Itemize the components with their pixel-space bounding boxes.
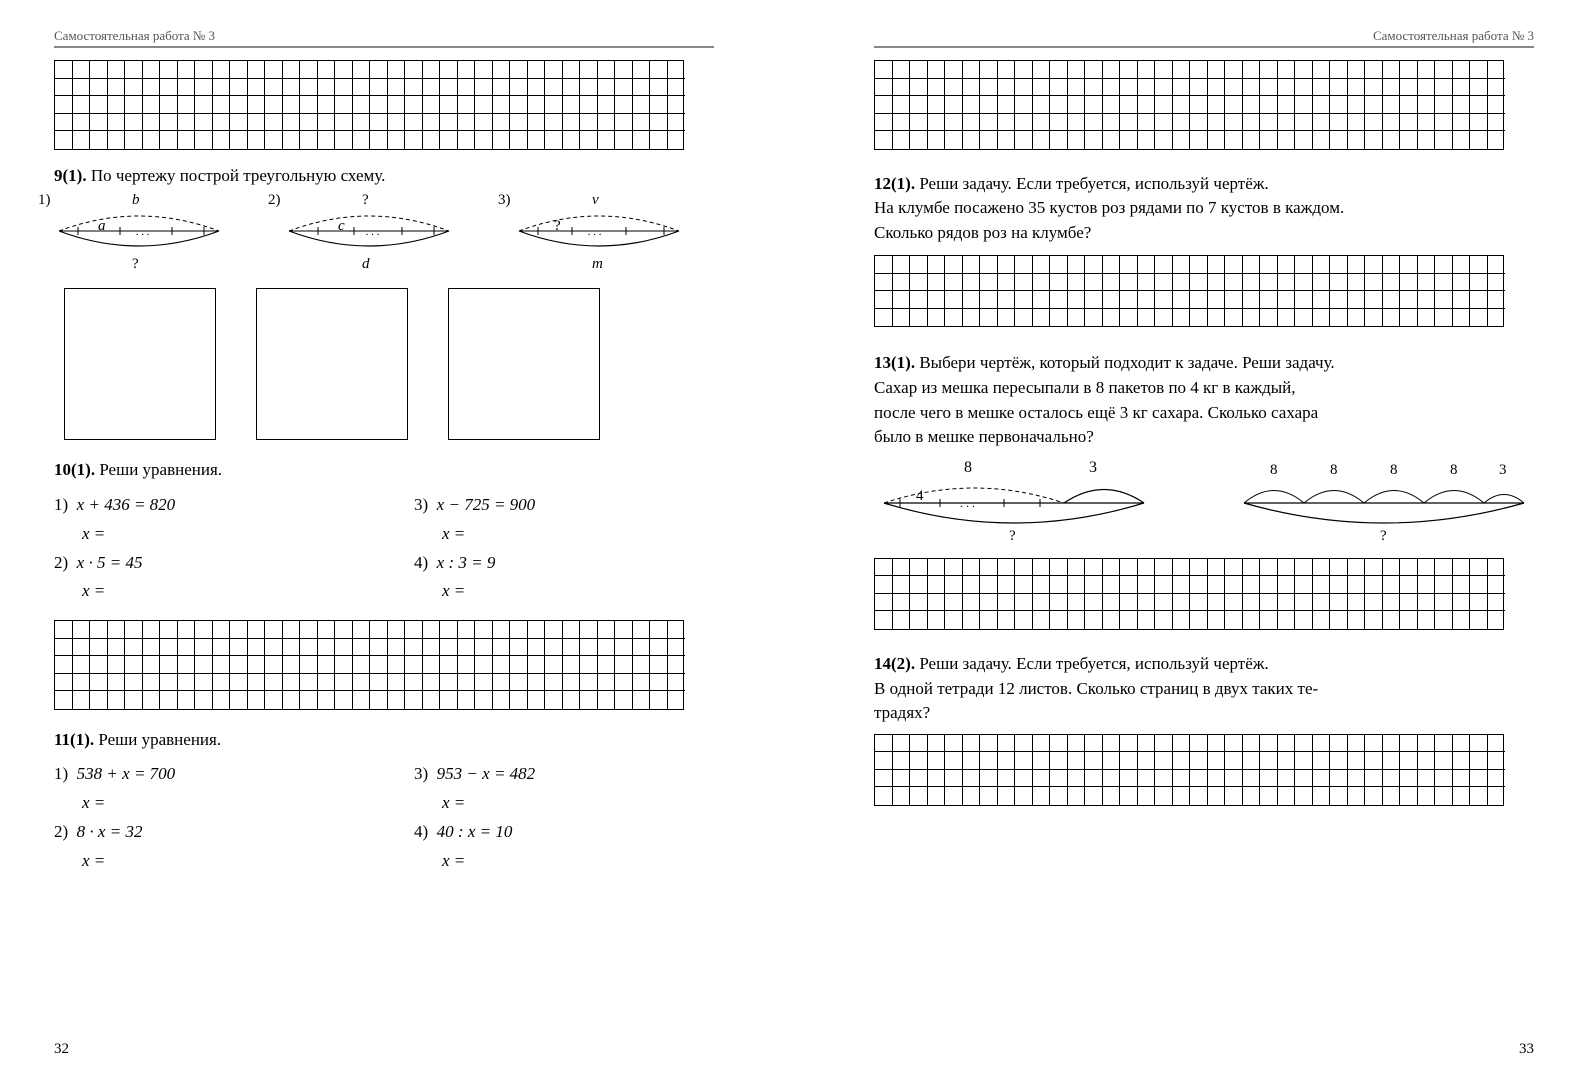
svg-text:3: 3 (1499, 462, 1507, 478)
equation: x − 725 = 900 (437, 495, 536, 514)
task-9: 9(1). По чертежу построй треугольную схе… (54, 164, 714, 189)
task-num: 12(1). (874, 174, 915, 193)
eq-num: 2) (54, 822, 68, 841)
equation: 538 + x = 700 (77, 764, 176, 783)
answer-line: x = (82, 577, 274, 606)
header-right: Самостоятельная работа № 3 (874, 28, 1534, 48)
page-right: Самостоятельная работа № 3 12(1). Реши з… (794, 0, 1588, 1080)
answer-line: x = (442, 847, 634, 876)
page-number: 33 (1519, 1041, 1534, 1058)
answer-line: x = (442, 789, 634, 818)
answer-line: x = (82, 789, 274, 818)
task-12: 12(1). Реши задачу. Если требуется, испо… (874, 172, 1534, 246)
eq-num: 1) (54, 764, 68, 783)
answer-boxes (64, 288, 714, 440)
lbl: 8 (964, 459, 972, 476)
answer-grid (874, 558, 1504, 630)
svg-text:. . .: . . . (136, 226, 150, 238)
diagram-13b: 8 8 8 8 3 ? (1234, 458, 1534, 548)
task-text: По чертежу построй треугольную схему. (91, 166, 386, 185)
task-text: Выбери чертёж, который подходит к задаче… (919, 353, 1334, 372)
answer-grid (874, 60, 1504, 150)
task-14: 14(2). Реши задачу. Если требуется, испо… (874, 652, 1534, 726)
answer-grid (54, 620, 684, 710)
task-13-diagrams: 8 3 4 . . . ? (874, 458, 1534, 548)
answer-grid (874, 734, 1504, 806)
oval-1: 1) b a ? . . . (54, 196, 224, 276)
task-10: 10(1). Реши уравнения. (54, 458, 714, 483)
answer-line: x = (442, 577, 634, 606)
oval-row: 1) b a ? . . . 2) ? c d (54, 196, 714, 276)
header-left: Самостоятельная работа № 3 (54, 28, 714, 48)
svg-text:8: 8 (1450, 462, 1458, 478)
oval-3: 3) v ? m . . . (514, 196, 684, 276)
item-num: 3) (498, 192, 511, 209)
oval-2: 2) ? c d . . . (284, 196, 454, 276)
svg-text:. . .: . . . (366, 226, 380, 238)
svg-text:8: 8 (1270, 462, 1278, 478)
answer-grid (54, 60, 684, 150)
item-num: 1) (38, 192, 51, 209)
task-text: традях? (874, 703, 930, 722)
answer-line: x = (442, 520, 634, 549)
lbl: 3 (1089, 459, 1097, 476)
task-text: Реши задачу. Если требуется, используй ч… (919, 174, 1268, 193)
eq-num: 4) (414, 822, 428, 841)
equation: 40 : x = 10 (437, 822, 513, 841)
task-num: 10(1). (54, 460, 95, 479)
answer-grid (874, 255, 1504, 327)
page-left: Самостоятельная работа № 3 9(1). По черт… (0, 0, 794, 1080)
equation: 953 − x = 482 (437, 764, 536, 783)
equations-10: 1) x + 436 = 820 x = 2) x · 5 = 45 x = 3… (54, 491, 714, 607)
task-text: Реши уравнения. (98, 730, 221, 749)
answer-box (448, 288, 600, 440)
svg-text:. . .: . . . (588, 226, 602, 238)
svg-text:?: ? (1380, 528, 1387, 544)
eq-num: 1) (54, 495, 68, 514)
task-num: 9(1). (54, 166, 87, 185)
task-num: 13(1). (874, 353, 915, 372)
task-text: Реши задачу. Если требуется, используй ч… (919, 654, 1268, 673)
equation: x + 436 = 820 (77, 495, 176, 514)
answer-box (256, 288, 408, 440)
svg-text:. . .: . . . (960, 496, 975, 510)
task-text: Сахар из мешка пересыпали в 8 пакетов по… (874, 378, 1296, 397)
task-num: 11(1). (54, 730, 94, 749)
equations-11: 1) 538 + x = 700 x = 2) 8 · x = 32 x = 3… (54, 760, 714, 876)
task-11: 11(1). Реши уравнения. (54, 728, 714, 753)
task-text: после чего в мешке осталось ещё 3 кг сах… (874, 403, 1318, 422)
task-text: было в мешке первоначально? (874, 427, 1094, 446)
task-text: Реши уравнения. (99, 460, 222, 479)
answer-line: x = (82, 847, 274, 876)
diagram-13a: 8 3 4 . . . ? (874, 458, 1174, 548)
task-text: На клумбе посажено 35 кустов роз рядами … (874, 198, 1344, 217)
svg-text:?: ? (1009, 528, 1016, 544)
task-num: 14(2). (874, 654, 915, 673)
answer-box (64, 288, 216, 440)
task-13: 13(1). Выбери чертёж, который подходит к… (874, 351, 1534, 450)
equation: x : 3 = 9 (437, 553, 496, 572)
equation: 8 · x = 32 (77, 822, 143, 841)
svg-text:4: 4 (916, 488, 924, 504)
task-text: Сколько рядов роз на клумбе? (874, 223, 1091, 242)
equation: x · 5 = 45 (77, 553, 143, 572)
eq-num: 2) (54, 553, 68, 572)
page-number: 32 (54, 1041, 69, 1058)
answer-line: x = (82, 520, 274, 549)
eq-num: 4) (414, 553, 428, 572)
eq-num: 3) (414, 764, 428, 783)
task-text: В одной тетради 12 листов. Сколько стран… (874, 679, 1318, 698)
eq-num: 3) (414, 495, 428, 514)
item-num: 2) (268, 192, 281, 209)
svg-text:8: 8 (1330, 462, 1338, 478)
svg-text:8: 8 (1390, 462, 1398, 478)
